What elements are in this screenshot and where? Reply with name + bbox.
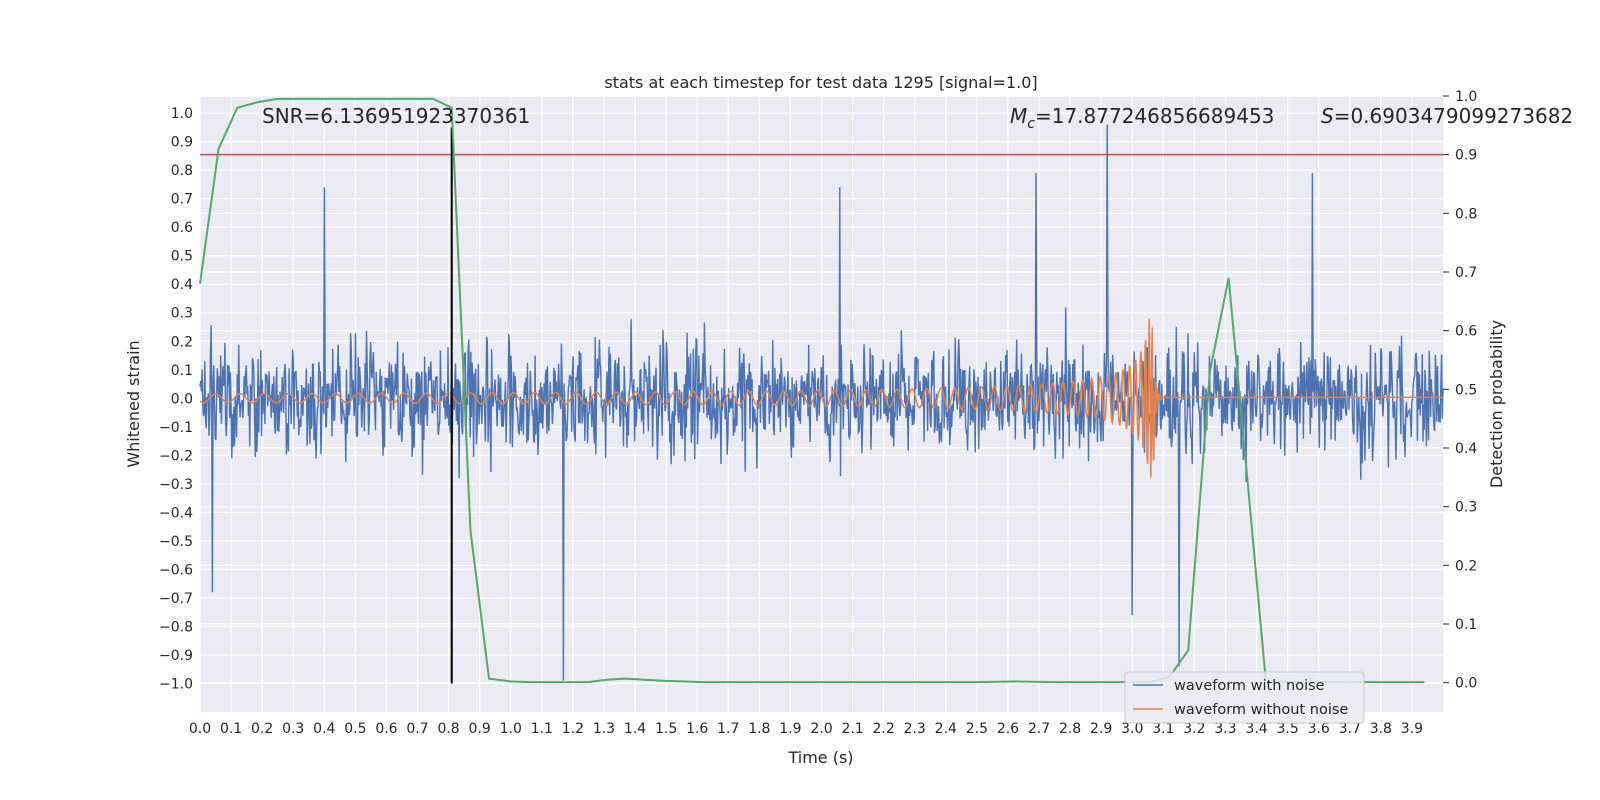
x-tick-label: 1.6 (686, 721, 708, 737)
chirp-mass-symbol: M (1010, 104, 1027, 128)
legend-label-clean: waveform without noise (1174, 702, 1348, 718)
x-tick-label: 2.9 (1090, 721, 1112, 737)
y-tick-label: 0.8 (171, 163, 193, 179)
chirp-mass-annotation: Mc=17.877246856689453 (1010, 104, 1274, 132)
x-tick-label: 0.2 (251, 721, 273, 737)
y-tick-label: 0.2 (171, 334, 193, 350)
x-tick-label: 3.5 (1276, 721, 1298, 737)
y2-tick-label: 1.0 (1455, 89, 1477, 105)
y2-tick-label: 0.4 (1455, 441, 1477, 457)
x-tick-label: 2.1 (841, 721, 863, 737)
x-tick-label: 3.0 (1121, 721, 1143, 737)
spin-annotation: S=0.6903479099273682 (1321, 104, 1573, 128)
chart-title: stats at each timestep for test data 129… (604, 73, 1037, 92)
x-tick-label: 0.8 (437, 721, 459, 737)
y-tick-label: −1.0 (159, 676, 193, 692)
snr-annotation: SNR=6.136951923370361 (262, 104, 530, 128)
x-tick-label: 2.3 (904, 721, 926, 737)
y-tick-label: −0.3 (159, 477, 193, 493)
x-tick-label: 2.0 (810, 721, 832, 737)
x-tick-label: 1.7 (717, 721, 739, 737)
spin-symbol: S (1321, 104, 1334, 128)
x-tick-label: 3.3 (1214, 721, 1236, 737)
y2-tick-label: 0.1 (1455, 617, 1477, 633)
waveform-without-noise-line (199, 318, 1443, 478)
y-tick-label: −0.2 (159, 448, 193, 464)
x-tick-label: 3.2 (1183, 721, 1205, 737)
y-tick-label: 0.4 (171, 277, 193, 293)
y-axis-title: Whitened strain (124, 340, 143, 467)
y-tick-label: 0.9 (171, 135, 193, 151)
x-tick-label: 0.7 (406, 721, 428, 737)
x-tick-label: 0.1 (220, 721, 242, 737)
x-tick-label: 1.3 (593, 721, 615, 737)
series-waveform-without-noise (199, 318, 1443, 478)
y2-tick-label: 0.8 (1455, 206, 1477, 222)
x-tick-label: 3.9 (1401, 721, 1423, 737)
y2-tick-label: 0.3 (1455, 500, 1477, 516)
reference-lines (200, 127, 1443, 684)
x-tick-label: 1.0 (500, 721, 522, 737)
y2-tick-label: 0.7 (1455, 265, 1477, 281)
y-tick-label: 0.6 (171, 220, 193, 236)
x-tick-label: 2.4 (935, 721, 957, 737)
series-waveform-with-noise (199, 124, 1444, 681)
legend-box (1124, 671, 1365, 724)
x-tick-label: 0.5 (344, 721, 366, 737)
y2-tick-label: 0.2 (1455, 558, 1477, 574)
x-tick-label: 2.2 (873, 721, 895, 737)
y-tick-label: −0.9 (159, 648, 193, 664)
y2-axis-title: Detection probability (1487, 320, 1506, 488)
y-tick-label: −0.8 (159, 619, 193, 635)
x-tick-label: 0.9 (469, 721, 491, 737)
y-tick-label: 0.5 (171, 249, 193, 265)
y2-tick-label: 0.0 (1455, 676, 1477, 692)
x-tick-label: 1.2 (562, 721, 584, 737)
x-tick-label: 1.8 (748, 721, 770, 737)
y-tick-label: 0.7 (171, 192, 193, 208)
y2-axis-ticks: 1.0 0.9 0.8 0.7 0.6 0.5 0.4 0.3 0.2 0.1 0.0 (1443, 89, 1477, 692)
x-tick-label: 0.3 (282, 721, 304, 737)
y-tick-label: −0.4 (159, 505, 193, 521)
x-axis-ticks: 0.0 0.1 0.2 0.3 0.4 0.5 0.6 0.7 0.8 0.9 1.0 1.1 1.2 1… (189, 721, 1423, 737)
x-tick-label: 2.5 (966, 721, 988, 737)
x-tick-label: 3.4 (1245, 721, 1267, 737)
x-tick-label: 2.8 (1059, 721, 1081, 737)
y-tick-label: 0.1 (171, 363, 193, 379)
x-tick-label: 0.0 (189, 721, 211, 737)
y-tick-label: −0.7 (159, 591, 193, 607)
x-tick-label: 2.6 (997, 721, 1019, 737)
y2-tick-label: 0.6 (1455, 324, 1477, 340)
y-axis-ticks: 1.0 0.9 0.8 0.7 0.6 0.5 0.4 0.3 0.2 0.1 0.0 −0.1 −0.… (159, 106, 193, 692)
detection-probability-line (199, 97, 1425, 684)
x-tick-label: 3.7 (1339, 721, 1361, 737)
x-tick-label: 2.7 (1028, 721, 1050, 737)
x-tick-label: 1.9 (779, 721, 801, 737)
x-axis-title: Time (s) (787, 748, 853, 767)
chirp-mass-subscript: c (1027, 116, 1035, 132)
y2-tick-label: 0.9 (1455, 148, 1477, 164)
waveform-with-noise-line (199, 124, 1444, 681)
y-tick-label: −0.6 (159, 562, 193, 578)
y-tick-label: −0.1 (159, 420, 193, 436)
x-tick-label: 3.1 (1152, 721, 1174, 737)
x-tick-label: 1.1 (531, 721, 553, 737)
legend-label-noise: waveform with noise (1174, 678, 1325, 694)
x-tick-label: 0.6 (375, 721, 397, 737)
y-tick-label: 0.0 (171, 391, 193, 407)
x-tick-label: 0.4 (313, 721, 335, 737)
spin-value: =0.6903479099273682 (1334, 104, 1573, 128)
legend: waveform with noise waveform without noi… (1124, 671, 1365, 724)
y-tick-label: 1.0 (171, 106, 193, 122)
y-tick-label: −0.5 (159, 534, 193, 550)
chirp-mass-value: =17.877246856689453 (1035, 104, 1274, 128)
series-detection-probability (199, 97, 1425, 684)
y2-tick-label: 0.5 (1455, 382, 1477, 398)
x-tick-label: 1.4 (624, 721, 646, 737)
x-tick-label: 1.5 (655, 721, 677, 737)
y-tick-label: 0.3 (171, 306, 193, 322)
x-tick-label: 3.6 (1308, 721, 1330, 737)
x-tick-label: 3.8 (1370, 721, 1392, 737)
